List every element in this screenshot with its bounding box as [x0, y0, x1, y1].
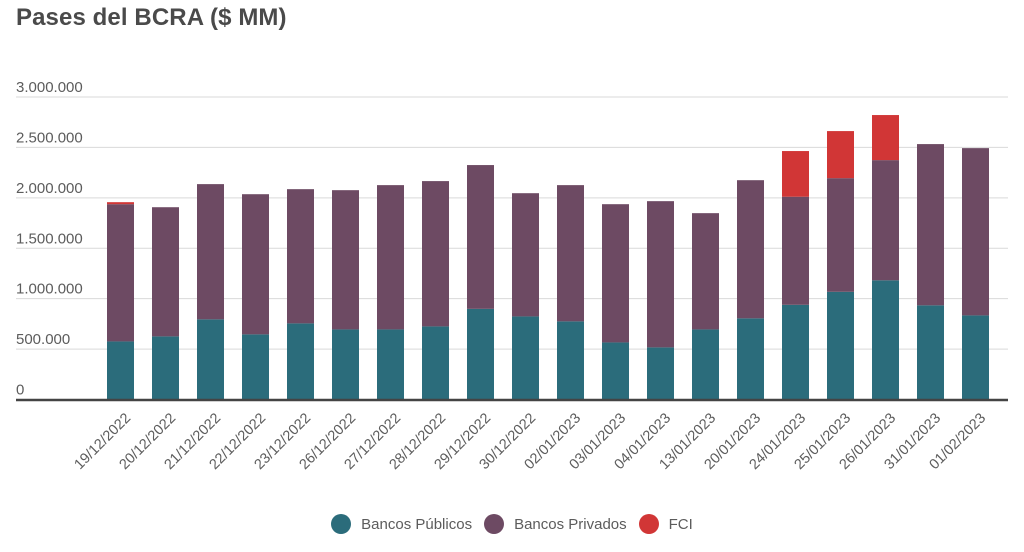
bar-segment-bancos-privados	[557, 185, 584, 322]
y-tick-label: 2.000.000	[16, 180, 83, 197]
bar-segment-bancos-p-blicos	[692, 329, 719, 400]
bar-segment-bancos-p-blicos	[557, 321, 584, 400]
bar-stack	[197, 184, 224, 400]
bar-segment-bancos-privados	[782, 196, 809, 305]
bar-segment-bancos-privados	[602, 204, 629, 343]
y-tick-label: 1.500.000	[16, 230, 83, 247]
y-axis-labels: 0 500.000 1.000.000 1.500.000 2.000.000 2.500…	[16, 79, 83, 399]
bar-stack	[557, 185, 584, 400]
bar-segment-bancos-p-blicos	[962, 315, 989, 400]
bar-segment-fci	[782, 151, 809, 197]
bar-segment-bancos-p-blicos	[332, 329, 359, 400]
chart-title: Pases del BCRA ($ MM)	[16, 4, 287, 31]
legend-label: FCI	[668, 515, 693, 533]
bar-stack	[512, 193, 539, 400]
bar-segment-bancos-privados	[152, 207, 179, 337]
bar-stack	[782, 151, 809, 400]
bar-segment-bancos-p-blicos	[737, 318, 764, 400]
bar-segment-fci	[872, 115, 899, 161]
y-tick-label: 1.000.000	[16, 281, 83, 298]
bar-stack	[242, 194, 269, 400]
bar-segment-fci	[107, 202, 134, 205]
bar-segment-bancos-privados	[647, 201, 674, 348]
bar-segment-bancos-privados	[107, 204, 134, 342]
bar-segment-bancos-privados	[917, 144, 944, 306]
x-axis-labels: 19/12/202220/12/202221/12/202222/12/2022…	[71, 410, 989, 473]
bar-stack	[287, 189, 314, 400]
bars	[107, 115, 989, 400]
bar-stack	[467, 165, 494, 400]
bar-segment-bancos-p-blicos	[512, 316, 539, 400]
bar-segment-bancos-p-blicos	[602, 342, 629, 400]
legend-item-fci[interactable]: FCI	[638, 514, 693, 534]
bar-segment-bancos-privados	[467, 165, 494, 309]
bar-segment-bancos-p-blicos	[377, 329, 404, 400]
bar-stack	[827, 131, 854, 400]
bar-segment-bancos-privados	[872, 160, 899, 281]
bar-segment-bancos-privados	[827, 178, 854, 292]
bar-segment-bancos-privados	[332, 190, 359, 330]
bar-segment-bancos-p-blicos	[827, 291, 854, 400]
bar-segment-bancos-p-blicos	[917, 305, 944, 400]
bar-stack	[332, 190, 359, 400]
bar-stack	[422, 181, 449, 400]
bar-stack	[962, 148, 989, 400]
bar-segment-bancos-p-blicos	[782, 304, 809, 400]
bar-segment-bancos-p-blicos	[152, 336, 179, 400]
bar-segment-bancos-p-blicos	[197, 319, 224, 400]
y-tick-label: 3.000.000	[16, 79, 83, 96]
bar-segment-bancos-privados	[422, 181, 449, 327]
bar-segment-bancos-p-blicos	[872, 280, 899, 400]
bar-segment-bancos-privados	[242, 194, 269, 335]
bar-stack	[602, 204, 629, 400]
bar-stack	[647, 201, 674, 400]
bar-segment-bancos-privados	[377, 185, 404, 330]
bar-stack	[692, 213, 719, 400]
y-tick-label: 2.500.000	[16, 129, 83, 146]
bar-segment-bancos-privados	[962, 148, 989, 316]
bar-segment-bancos-privados	[692, 213, 719, 330]
bar-segment-bancos-privados	[737, 180, 764, 319]
bar-stack	[107, 202, 134, 400]
bar-segment-bancos-p-blicos	[467, 308, 494, 400]
bar-segment-bancos-p-blicos	[107, 341, 134, 400]
bar-stack	[872, 115, 899, 400]
y-tick-label: 500.000	[16, 331, 70, 348]
bar-stack	[737, 180, 764, 400]
bar-segment-bancos-p-blicos	[287, 323, 314, 400]
legend-item-bancos-publicos[interactable]: Bancos Públicos	[331, 514, 472, 534]
bar-stack	[152, 207, 179, 400]
bar-segment-bancos-p-blicos	[422, 326, 449, 400]
legend-label: Bancos Públicos	[361, 515, 473, 533]
bar-segment-bancos-privados	[512, 193, 539, 317]
legend-swatch-icon	[638, 514, 659, 534]
legend-swatch-icon	[484, 514, 505, 534]
bar-segment-bancos-privados	[197, 184, 224, 320]
legend-item-bancos-privados[interactable]: Bancos Privados	[484, 514, 627, 534]
legend-swatch-icon	[331, 514, 352, 534]
legend: Bancos Públicos Bancos Privados FCI	[0, 514, 1024, 534]
bar-segment-fci	[827, 131, 854, 179]
bar-segment-bancos-p-blicos	[242, 334, 269, 400]
legend-label: Bancos Privados	[514, 515, 627, 533]
bar-segment-bancos-privados	[287, 189, 314, 324]
bar-stack	[377, 185, 404, 400]
bar-stack	[917, 144, 944, 400]
bar-segment-bancos-p-blicos	[647, 347, 674, 400]
y-tick-label: 0	[16, 382, 24, 399]
